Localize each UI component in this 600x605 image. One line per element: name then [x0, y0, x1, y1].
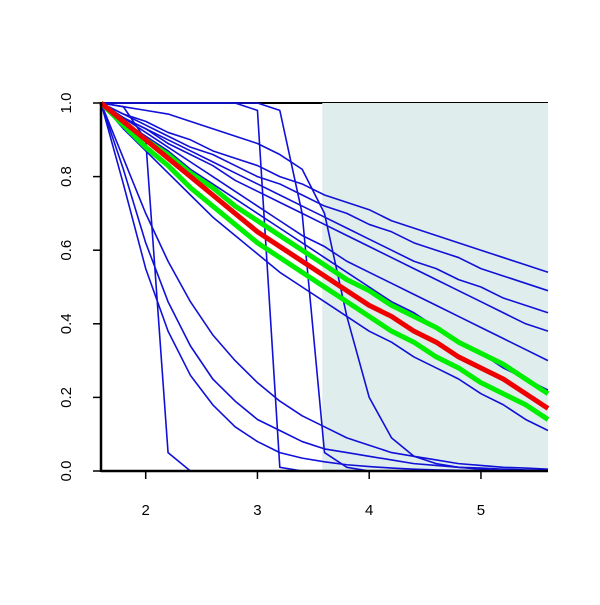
- curve: [100, 102, 549, 274]
- x-tick-label: 4: [365, 502, 373, 519]
- curve: [99, 101, 550, 411]
- y-tick-label: 0.0: [58, 461, 75, 482]
- x-tick-label: 5: [477, 502, 485, 519]
- curve: [99, 101, 550, 396]
- y-tick-label: 1.0: [58, 93, 75, 114]
- y-tick-label: 0.6: [58, 240, 75, 261]
- curve: [100, 102, 549, 472]
- curve: [100, 102, 549, 362]
- y-tick-label: 0.4: [58, 313, 75, 334]
- x-tick-label: 3: [253, 502, 261, 519]
- curve: [100, 102, 549, 332]
- curve: [100, 102, 549, 432]
- y-tick-label: 0.2: [58, 387, 75, 408]
- curve: [100, 102, 549, 470]
- curve: [99, 101, 550, 422]
- curve: [100, 102, 549, 292]
- y-tick-label: 0.8: [58, 166, 75, 187]
- x-tick-label: 2: [142, 502, 150, 519]
